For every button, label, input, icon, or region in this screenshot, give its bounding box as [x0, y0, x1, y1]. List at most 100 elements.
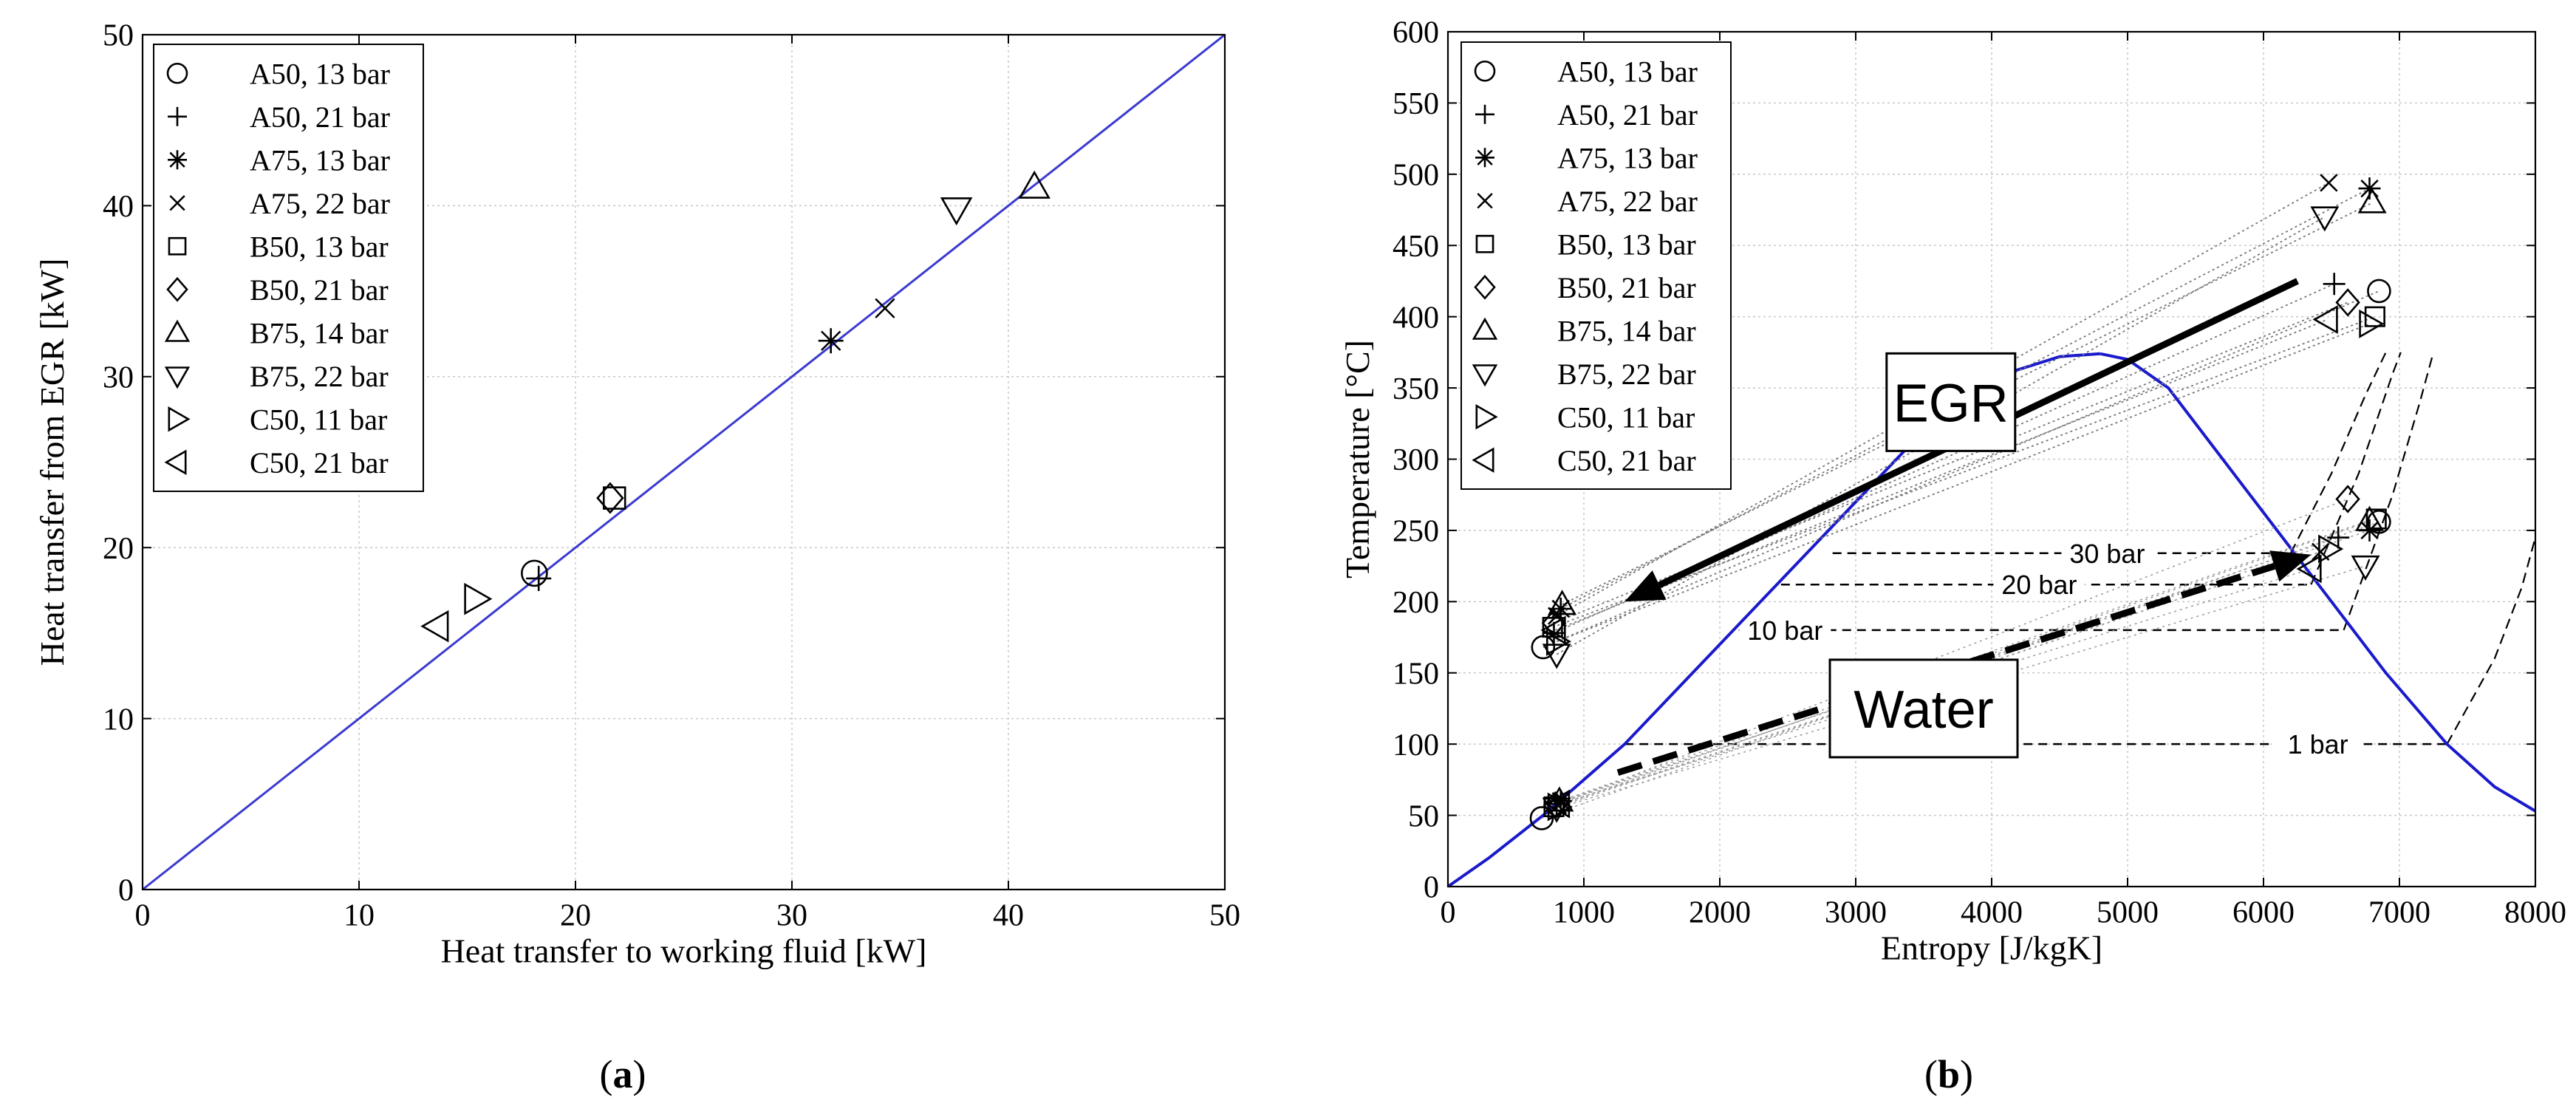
chart-a-y-tick-label: 0: [118, 874, 134, 908]
chart-b-x-tick-label: 8000: [2504, 895, 2566, 929]
chart-a-x-tick-label: 10: [344, 898, 375, 932]
chart-b-legend-marker-b75-14-bar: [1472, 317, 1498, 340]
chart-b-legend-item: C50, 21 bar: [1472, 444, 1696, 477]
chart-a-legend-item: B50, 13 bar: [168, 230, 389, 263]
chart-b-x-tick-label: 0: [1441, 895, 1456, 929]
chart-a-x-tick-label: 20: [560, 898, 591, 932]
chart-b-legend-item: A50, 21 bar: [1475, 98, 1698, 132]
panel-label-b-letter: b: [1938, 1052, 1960, 1096]
chart-a-x-axis-label: Heat transfer to working fluid [kW]: [441, 932, 927, 970]
chart-b-egr-connector-b75-14-bar: [1562, 202, 2373, 605]
chart-b-legend-marker-b50-21-bar: [1474, 274, 1496, 300]
chart-b-isobar-label-bg-1: [1993, 570, 2085, 600]
chart-b-x-tick-label: 5000: [2097, 895, 2159, 929]
chart-b-point-c50-21-bar-1: [1544, 789, 1571, 819]
chart-b-y-tick-label: 600: [1393, 16, 1439, 50]
chart-b-y-tick-label: 500: [1393, 159, 1439, 193]
chart-b-y-axis-label: Temperature [°C]: [1339, 340, 1376, 578]
chart-b-legend-item: C50, 11 bar: [1475, 400, 1695, 434]
chart-b-legend-label: B50, 13 bar: [1557, 228, 1696, 261]
chart-b-egr-connector-a50-13-bar: [1542, 290, 2379, 648]
chart-b-legend-label: B75, 22 bar: [1557, 358, 1696, 391]
chart-b-point-b75-14-bar-3: [2355, 505, 2385, 531]
panel-label-a: (a): [600, 1052, 646, 1096]
chart-b-isobar-label-bg-3: [2272, 729, 2364, 759]
panel-label-b-prefix: (: [1924, 1052, 1938, 1096]
chart-b-point-b75-22-bar-3: [2351, 555, 2380, 581]
chart-b-annotation-box-water: [1828, 658, 2019, 759]
chart-a-legend-label: A75, 13 bar: [250, 143, 390, 177]
chart-b-point-c50-11-bar-1: [1547, 792, 1573, 822]
chart-b-egr-connector-c50-11-bar: [1556, 323, 2370, 643]
chart-a-y-axis-label: Heat transfer from EGR [kW]: [33, 259, 71, 666]
chart-b-isobar-10-bar: 10 bar: [1738, 352, 2435, 646]
chart-b-legend-marker-b75-22-bar: [1472, 364, 1498, 387]
chart-a-point-c50-21-bar-0: [420, 610, 449, 643]
chart-b-x-tick-label: 6000: [2232, 895, 2295, 929]
chart-b-annotation-label: EGR: [1893, 374, 2009, 433]
chart-b-y-tick-label: 450: [1393, 230, 1439, 264]
chart-a-legend-marker-a75-22-bar: [169, 195, 185, 211]
chart-a-legend-item: C50, 11 bar: [168, 403, 387, 436]
chart-b-water-connector-b50-21-bar: [1555, 498, 2348, 806]
chart-b-x-tick-label: 1000: [1553, 895, 1615, 929]
chart-b-point-c50-11-bar-2: [2359, 309, 2385, 338]
chart-b-point-b50-13-bar-3: [2365, 508, 2387, 530]
chart-a-legend-item: A75, 13 bar: [168, 143, 390, 177]
chart-a-legend-marker-b75-14-bar: [164, 319, 191, 342]
chart-b-x-tick-label: 2000: [1689, 895, 1751, 929]
chart-b-point-b50-21-bar-2: [2335, 288, 2360, 317]
chart-b-water-connector-c50-21-bar: [1559, 568, 2312, 805]
chart-b-legend-marker-a75-22-bar: [1477, 193, 1493, 209]
chart-a-legend-marker-a50-13-bar: [166, 62, 188, 84]
chart-b-water-connector-b75-22-bar: [1556, 565, 2366, 809]
chart-a-legend-label: C50, 21 bar: [250, 446, 389, 479]
chart-b-annotation-label: Water: [1854, 680, 1993, 740]
chart-b-isobar-superheat-3: [2446, 537, 2537, 745]
chart-b-egr-connector-b75-22-bar: [1556, 216, 2326, 655]
chart-b-point-a50-13-bar-2: [2367, 279, 2391, 304]
chart-b-point-a50-21-bar-3: [2327, 526, 2350, 549]
chart-b-legend-item: A75, 22 bar: [1477, 185, 1698, 218]
chart-a-legend-marker-c50-11-bar: [168, 406, 191, 432]
chart-a-legend-label: B50, 13 bar: [250, 230, 389, 263]
chart-a-legend-item: A50, 13 bar: [166, 57, 390, 90]
chart-b-point-b50-21-bar-3: [2335, 485, 2360, 513]
chart-b-egr-connector-c50-21-bar: [1555, 318, 2328, 631]
chart-b-water-connector-a50-21-bar: [1556, 536, 2339, 805]
chart-a-x-tick-label: 0: [135, 898, 151, 932]
chart-a-y-tick-label: 20: [103, 532, 134, 566]
chart-b-y-tick-label: 150: [1393, 657, 1439, 691]
chart-b-x-tick-label: 7000: [2368, 895, 2430, 929]
chart-b-isobar-label-bg-2: [1739, 615, 1831, 645]
chart-b-legend-item: B75, 14 bar: [1472, 314, 1696, 347]
chart-a-point-b75-14-bar-0: [1018, 170, 1050, 199]
chart-b-arrowhead-water: [2269, 550, 2312, 582]
chart-b-point-a75-13-bar-2: [2358, 177, 2381, 200]
panel-label-a-letter: a: [613, 1052, 633, 1096]
chart-b-point-c50-11-bar-0: [1546, 627, 1572, 656]
chart-b-isobar-superheat-1: [2310, 352, 2402, 585]
chart-b-isobar-1-bar: 1 bar: [1624, 537, 2537, 759]
chart-b-isobar-label: 30 bar: [2069, 539, 2145, 569]
chart-a-y-tick-label: 50: [103, 19, 134, 53]
chart-b-legend-item: B50, 13 bar: [1475, 228, 1696, 261]
chart-a-legend-box: [153, 44, 424, 492]
chart-b-isobar-20-bar: 20 bar: [1780, 352, 2402, 600]
chart-a-legend-label: A75, 22 bar: [250, 187, 390, 220]
chart-b-arrowhead-egr: [1624, 570, 1667, 602]
chart-a-legend-label: B50, 21 bar: [250, 273, 389, 307]
chart-b-legend-label: A50, 21 bar: [1557, 98, 1698, 132]
chart-b-y-tick-label: 550: [1393, 87, 1439, 121]
chart-b-legend-marker-c50-21-bar: [1472, 447, 1494, 473]
chart-b-legend-marker-a75-13-bar: [1475, 148, 1494, 168]
chart-b-point-b75-14-bar-2: [2357, 188, 2387, 214]
chart-b-legend-item: B75, 22 bar: [1472, 358, 1696, 391]
chart-b-legend-box: [1460, 41, 1732, 490]
chart-b-legend-label: C50, 11 bar: [1557, 400, 1695, 434]
chart-b-point-c50-21-bar-0: [1540, 615, 1566, 645]
chart-b-isobar-30-bar: 30 bar: [1832, 352, 2387, 569]
chart-b-annotation-egr: EGR: [1624, 278, 2299, 602]
chart-b-isobar-label: 20 bar: [2001, 570, 2077, 600]
